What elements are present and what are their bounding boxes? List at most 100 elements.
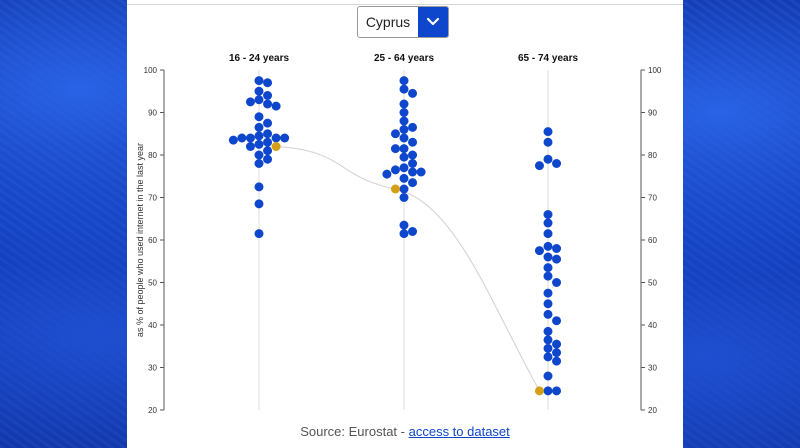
y-tick-label: 50	[148, 279, 157, 288]
y-tick-label: 80	[148, 151, 157, 160]
data-point	[254, 112, 264, 122]
data-point	[390, 165, 400, 175]
data-point	[408, 159, 418, 168]
data-point	[534, 246, 544, 256]
data-point	[399, 163, 409, 173]
y-tick-label: 40	[148, 321, 157, 330]
data-point	[399, 229, 409, 239]
data-point	[263, 137, 273, 147]
y-tick-label: 80	[648, 151, 657, 160]
group-header-2: 25 - 64 years	[374, 53, 434, 64]
data-point	[254, 122, 264, 132]
data-point	[245, 97, 255, 107]
data-point	[552, 159, 562, 168]
y-axis-right: 20 30 40 50 60 70 80 90 100	[640, 66, 662, 415]
highlight-point	[534, 386, 544, 396]
data-point	[399, 152, 409, 162]
data-point	[543, 241, 553, 251]
data-point	[543, 288, 553, 298]
data-point	[399, 108, 409, 117]
group-headers: 16 - 24 years 25 - 64 years 65 - 74 years	[229, 53, 578, 64]
data-point	[271, 101, 281, 111]
data-point	[543, 309, 553, 319]
data-point	[237, 133, 247, 143]
y-tick-label: 60	[148, 236, 157, 245]
data-point	[408, 150, 418, 160]
data-point	[399, 99, 409, 109]
y-tick-label: 70	[648, 194, 657, 203]
y-tick-label: 30	[148, 364, 157, 373]
data-point	[552, 316, 562, 326]
highlight-point	[390, 184, 400, 194]
y-tick-label: 20	[148, 406, 157, 415]
data-point	[543, 326, 553, 336]
data-point	[408, 167, 418, 177]
data-point	[271, 133, 281, 143]
data-point	[408, 227, 418, 236]
data-point	[552, 254, 562, 264]
data-point	[399, 133, 409, 143]
highlight-point	[271, 142, 281, 151]
data-point	[543, 127, 553, 137]
y-tick-label: 100	[144, 66, 158, 75]
y-tick-label: 40	[648, 321, 657, 330]
selector-dropdown-button[interactable]	[418, 7, 448, 37]
data-point	[263, 146, 273, 156]
data-point	[254, 229, 264, 239]
data-point	[408, 137, 418, 147]
data-point	[254, 199, 264, 209]
data-point	[552, 278, 562, 287]
data-point	[399, 76, 409, 86]
data-point	[399, 184, 409, 194]
y-tick-label: 60	[648, 236, 657, 245]
source-text: Source: Eurostat -	[300, 424, 409, 439]
y-tick-label: 70	[148, 194, 157, 203]
highlight-trend-curve	[276, 146, 540, 392]
data-point	[543, 154, 553, 164]
data-point	[543, 343, 553, 353]
data-point	[543, 352, 553, 362]
data-point	[543, 335, 553, 345]
y-tick-label: 20	[648, 406, 657, 415]
data-point	[543, 271, 553, 281]
data-point	[263, 91, 273, 100]
data-point	[416, 167, 426, 177]
data-point	[263, 99, 273, 109]
data-point	[543, 218, 553, 228]
chevron-down-icon	[426, 17, 440, 26]
data-point	[552, 244, 562, 253]
data-point	[399, 116, 409, 126]
data-point	[552, 356, 562, 366]
data-point	[263, 154, 273, 164]
data-point	[254, 139, 264, 149]
y-axis-label: as % of people who used internet in the …	[135, 143, 145, 337]
data-point	[280, 133, 290, 143]
data-point	[245, 142, 255, 151]
data-point	[534, 161, 544, 171]
data-point	[543, 137, 553, 147]
data-point	[543, 263, 553, 273]
data-point	[228, 135, 238, 145]
group-header-1: 16 - 24 years	[229, 53, 289, 64]
data-point	[399, 220, 409, 230]
dataset-link[interactable]: access to dataset	[408, 424, 510, 439]
data-point	[552, 339, 562, 349]
data-point	[254, 86, 264, 96]
data-point	[399, 193, 409, 202]
country-selector[interactable]: Cyprus	[357, 6, 449, 38]
data-point	[399, 144, 409, 154]
data-point	[408, 178, 418, 188]
data-point	[543, 371, 553, 381]
y-tick-label: 30	[648, 364, 657, 373]
data-point	[382, 169, 392, 179]
y-tick-label: 90	[148, 109, 157, 118]
data-point	[390, 144, 400, 154]
data-point	[408, 88, 418, 98]
source-footer: Source: Eurostat - access to dataset	[127, 424, 683, 439]
y-tick-label: 100	[648, 66, 662, 75]
data-point	[245, 133, 255, 143]
data-points	[228, 76, 562, 396]
data-point	[254, 159, 264, 168]
data-point	[254, 150, 264, 160]
y-tick-label: 90	[648, 109, 657, 118]
